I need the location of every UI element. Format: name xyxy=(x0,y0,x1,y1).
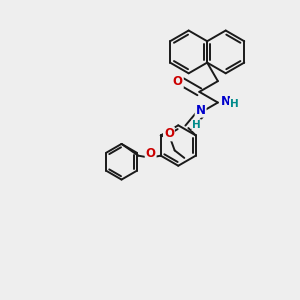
Text: O: O xyxy=(164,128,174,140)
Text: O: O xyxy=(173,75,183,88)
Text: N: N xyxy=(196,104,206,117)
Text: H: H xyxy=(230,99,239,109)
Text: N: N xyxy=(221,94,231,108)
Text: O: O xyxy=(146,147,156,160)
Text: H: H xyxy=(192,120,201,130)
